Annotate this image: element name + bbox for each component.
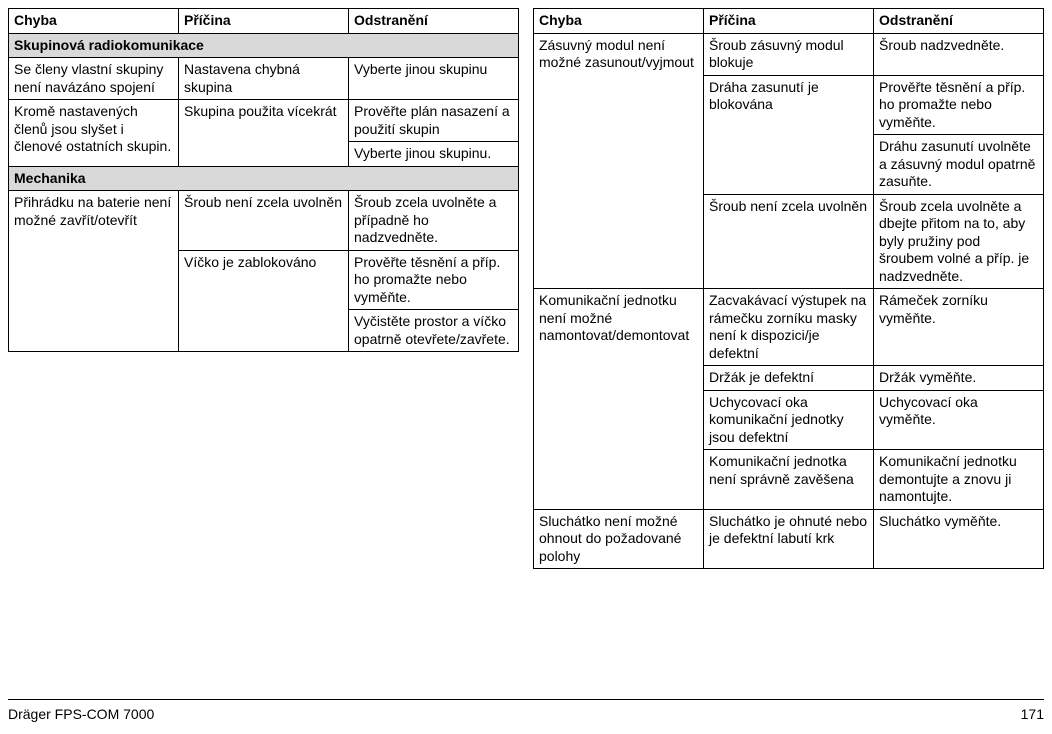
- footer-page-number: 171: [1021, 706, 1044, 722]
- section-row: Skupinová radiokomunikace: [9, 33, 519, 58]
- footer-product: Dräger FPS-COM 7000: [8, 706, 154, 722]
- cell-pricina: Šroub není zcela uvolněn: [704, 194, 874, 289]
- col-header-chyba: Chyba: [9, 9, 179, 34]
- table-row: Přihrádku na baterie není možné zavřít/o…: [9, 191, 519, 251]
- cell-odstr: Držák vyměňte.: [874, 366, 1044, 391]
- cell-odstr: Komunikační jednotku demontujte a znovu …: [874, 450, 1044, 510]
- table-row: Se členy vlastní skupiny není navázáno s…: [9, 58, 519, 100]
- cell-odstr: Prověřte plán nasazení a použití skupin: [349, 100, 519, 142]
- cell-pricina: Nastavena chybná skupina: [179, 58, 349, 100]
- cell-pricina: Uchycovací oka komunikační jednotky jsou…: [704, 390, 874, 450]
- cell-pricina: Skupina použita vícekrát: [179, 100, 349, 167]
- right-table: Chyba Příčina Odstranění Zásuvný modul n…: [533, 8, 1044, 569]
- col-header-pricina: Příčina: [179, 9, 349, 34]
- cell-pricina: Víčko je zablokováno: [179, 250, 349, 352]
- table-row: Kromě nastavených členů jsou slyšet i čl…: [9, 100, 519, 142]
- cell-odstr: Sluchátko vyměňte.: [874, 509, 1044, 569]
- cell-pricina: Šroub není zcela uvolněn: [179, 191, 349, 251]
- table-row: Sluchátko není možné ohnout do požadovan…: [534, 509, 1044, 569]
- cell-chyba: Se členy vlastní skupiny není navázáno s…: [9, 58, 179, 100]
- cell-odstr: Vyčistěte prostor a víčko opatrně otevře…: [349, 310, 519, 352]
- table-header-row: Chyba Příčina Odstranění: [9, 9, 519, 34]
- cell-odstr: Uchycovací oka vyměňte.: [874, 390, 1044, 450]
- section-label: Mechanika: [9, 166, 519, 191]
- cell-chyba: Komunikační jednotku není možné namontov…: [534, 289, 704, 510]
- col-header-odstraneni: Odstranění: [874, 9, 1044, 34]
- section-row: Mechanika: [9, 166, 519, 191]
- cell-pricina: Držák je defektní: [704, 366, 874, 391]
- cell-odstr: Vyberte jinou skupinu.: [349, 142, 519, 167]
- section-label: Skupinová radiokomunikace: [9, 33, 519, 58]
- cell-pricina: Sluchátko je ohnuté nebo je defektní lab…: [704, 509, 874, 569]
- footer-divider: [8, 699, 1044, 700]
- table-row: Komunikační jednotku není možné namontov…: [534, 289, 1044, 366]
- cell-pricina: Zacvakávací výstupek na rámečku zorníku …: [704, 289, 874, 366]
- col-header-pricina: Příčina: [704, 9, 874, 34]
- cell-odstr: Šroub nadzvedněte.: [874, 33, 1044, 75]
- col-header-odstraneni: Odstranění: [349, 9, 519, 34]
- page-footer: Dräger FPS-COM 7000 171: [8, 706, 1044, 722]
- cell-odstr: Dráhu zasunutí uvolněte a zásuvný modul …: [874, 135, 1044, 195]
- content-columns: Chyba Příčina Odstranění Skupinová radio…: [8, 8, 1044, 569]
- cell-chyba: Zásuvný modul není možné zasunout/vyjmou…: [534, 33, 704, 289]
- table-header-row: Chyba Příčina Odstranění: [534, 9, 1044, 34]
- right-column: Chyba Příčina Odstranění Zásuvný modul n…: [533, 8, 1044, 569]
- left-table: Chyba Příčina Odstranění Skupinová radio…: [8, 8, 519, 352]
- cell-chyba: Kromě nastavených členů jsou slyšet i čl…: [9, 100, 179, 167]
- cell-pricina: Komunikační jednotka není správně zavěše…: [704, 450, 874, 510]
- cell-pricina: Dráha zasunutí je blokována: [704, 75, 874, 194]
- cell-odstr: Šroub zcela uvolněte a dbejte přitom na …: [874, 194, 1044, 289]
- cell-odstr: Prověřte těsnění a příp. ho promažte neb…: [874, 75, 1044, 135]
- cell-odstr: Vyberte jinou skupinu: [349, 58, 519, 100]
- cell-odstr: Prověřte těsnění a příp. ho promažte neb…: [349, 250, 519, 310]
- cell-odstr: Šroub zcela uvolněte a případně ho nadzv…: [349, 191, 519, 251]
- cell-chyba: Přihrádku na baterie není možné zavřít/o…: [9, 191, 179, 352]
- cell-pricina: Šroub zásuvný modul blokuje: [704, 33, 874, 75]
- cell-chyba: Sluchátko není možné ohnout do požadovan…: [534, 509, 704, 569]
- cell-odstr: Rámeček zorníku vyměňte.: [874, 289, 1044, 366]
- left-column: Chyba Příčina Odstranění Skupinová radio…: [8, 8, 519, 569]
- table-row: Zásuvný modul není možné zasunout/vyjmou…: [534, 33, 1044, 75]
- col-header-chyba: Chyba: [534, 9, 704, 34]
